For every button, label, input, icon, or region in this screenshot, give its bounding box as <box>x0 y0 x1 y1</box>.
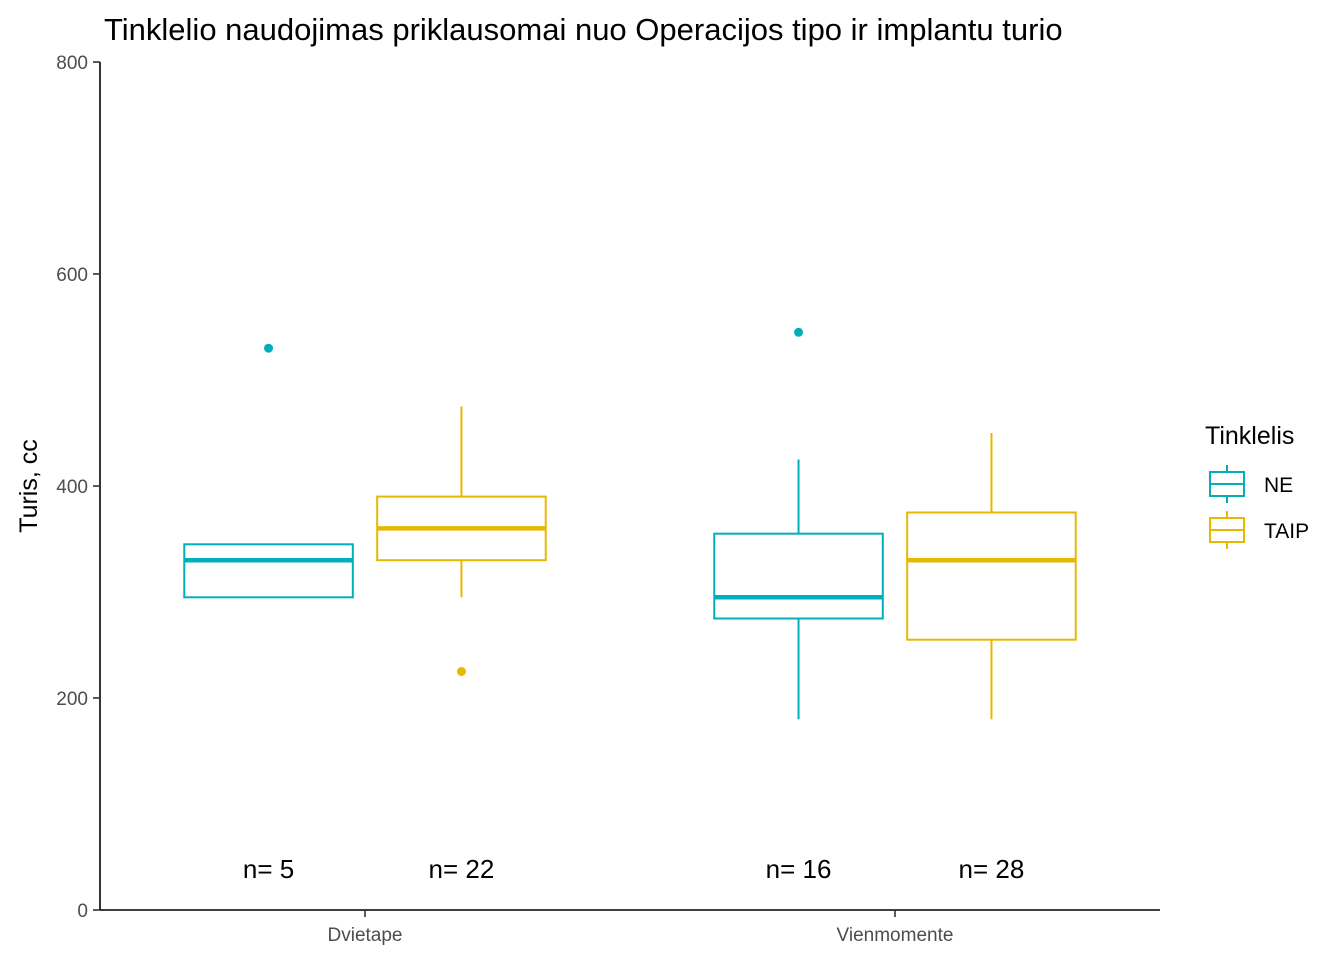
count-label: n= 5 <box>243 854 294 884</box>
legend-title: Tinklelis <box>1205 422 1294 450</box>
box-taip-vienmomente: n= 28 <box>906 433 1077 884</box>
chart-title: Tinklelio naudojimas priklausomai nuo Op… <box>104 12 1063 47</box>
x-tick-label: Vienmomente <box>837 925 954 946</box>
legend-label: TAIP <box>1264 520 1309 543</box>
outlier-point <box>456 667 466 676</box>
count-label: n= 22 <box>429 854 495 884</box>
plot-area: n= 5 n= 16 n= 22 n= 28 <box>183 327 1077 884</box>
legend-label: NE <box>1264 474 1293 497</box>
y-axis-ticks: 0 200 400 600 800 <box>56 53 100 922</box>
box-iqr <box>183 543 354 599</box>
y-tick-label: 800 <box>56 53 88 74</box>
y-tick-label: 600 <box>56 265 88 286</box>
box-ne-dvietape: n= 5 <box>183 343 354 884</box>
box-ne-vienmomente: n= 16 <box>713 327 884 884</box>
x-axis-ticks: Dvietape Vienmomente <box>328 910 954 946</box>
y-tick-label: 200 <box>56 689 88 710</box>
box-iqr <box>713 532 884 620</box>
legend: Tinklelis NE TAIP <box>1205 422 1309 549</box>
box-iqr <box>906 511 1077 641</box>
y-tick-label: 400 <box>56 477 88 498</box>
legend-item-taip: TAIP <box>1209 511 1309 549</box>
box-taip-dvietape: n= 22 <box>376 406 547 884</box>
count-label: n= 16 <box>766 854 832 884</box>
outlier-point <box>264 343 274 353</box>
x-tick-label: Dvietape <box>328 925 403 946</box>
legend-item-ne: NE <box>1209 465 1293 503</box>
y-axis-title: Turis, cc <box>15 439 43 533</box>
y-axis: 0 200 400 600 800 <box>56 53 101 922</box>
y-tick-label: 0 <box>77 901 88 922</box>
count-label: n= 28 <box>959 854 1025 884</box>
x-axis: Dvietape Vienmomente <box>100 909 1160 946</box>
outlier-point <box>794 327 804 337</box>
